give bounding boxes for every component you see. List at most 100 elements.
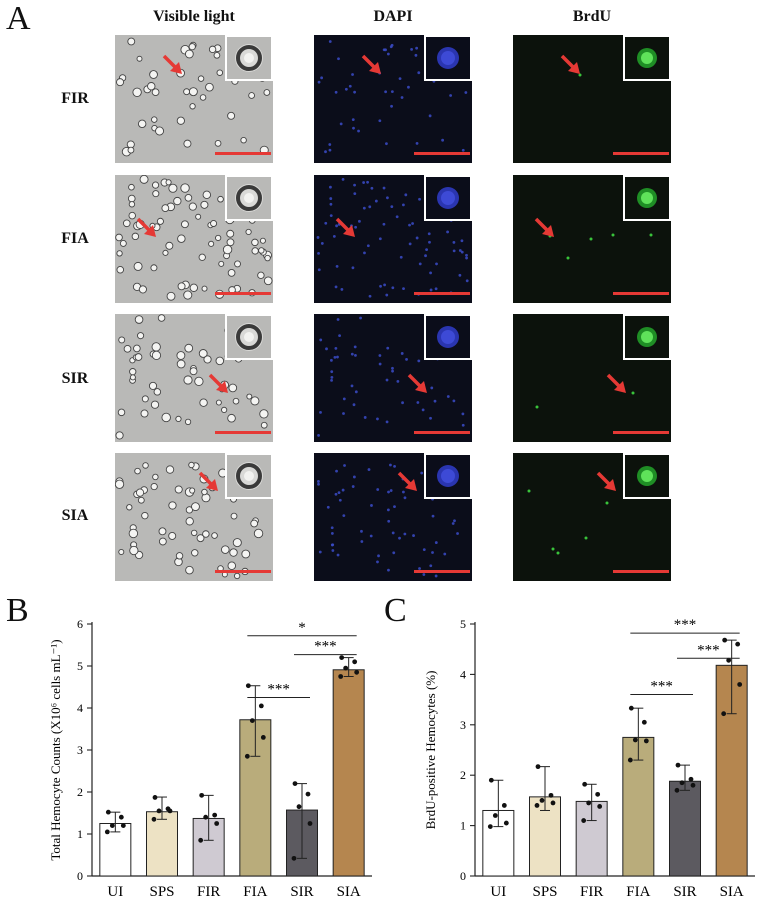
data-point (214, 821, 220, 826)
y-tick-label: 4 (460, 667, 466, 681)
x-tick-label: UI (490, 884, 506, 900)
micrograph-fir-dapi (314, 35, 472, 163)
panel-a-letter: A (6, 0, 31, 37)
data-point (643, 738, 649, 744)
x-tick-label: FIR (197, 884, 220, 900)
data-point (548, 792, 554, 798)
data-point (501, 803, 507, 808)
data-point (167, 808, 173, 814)
inset-magnified-cell (623, 175, 671, 221)
inset-magnified-cell (424, 175, 472, 221)
x-tick-label: SPS (149, 884, 174, 900)
column-header-brdu: BrdU (572, 8, 612, 25)
micrograph-fia-visible-light (115, 175, 273, 303)
data-point (690, 782, 696, 788)
data-point (212, 812, 218, 818)
bar-sps (146, 811, 178, 877)
y-axis-label: Total Hemocyte Counts (X10⁶ cells mL⁻¹) (48, 639, 63, 860)
y-tick-label: 1 (460, 819, 466, 833)
x-tick-label: SIR (673, 884, 696, 900)
data-point (688, 776, 694, 782)
x-tick-label: SIA (337, 884, 361, 900)
data-point (199, 792, 205, 798)
scale-bar (613, 570, 669, 573)
x-tick-label: FIA (243, 884, 267, 900)
micrograph-fir-visible-light (115, 35, 273, 163)
data-point (292, 781, 298, 786)
red-arrow-icon (335, 217, 355, 237)
data-point (109, 823, 115, 828)
data-point (339, 655, 345, 660)
data-point (120, 823, 126, 828)
red-arrow-icon (560, 54, 580, 74)
data-point (582, 781, 588, 787)
data-point (105, 809, 111, 815)
inset-magnified-cell (225, 35, 273, 81)
inset-magnified-cell (225, 175, 273, 221)
data-point (307, 821, 313, 826)
chart-brdu-positive-hemocytes: 0 1 2 3 4 5 BrdU-positive Hemocytes (%) UI SPS FI… (423, 617, 755, 900)
data-point (722, 637, 728, 643)
significance-label: *** (314, 639, 337, 655)
scale-bar (414, 152, 470, 155)
inset-magnified-cell (623, 314, 671, 360)
inset-magnified-cell (225, 314, 273, 360)
data-point (352, 659, 358, 665)
panel-b-letter: B (6, 592, 29, 629)
scale-bar (414, 292, 470, 295)
data-point (488, 777, 494, 783)
data-point (535, 764, 541, 770)
data-point (597, 804, 603, 809)
bar-sia (332, 669, 365, 877)
red-arrow-icon (208, 373, 228, 393)
column-header-visible-light: Visible light (153, 8, 235, 25)
data-point (503, 820, 509, 826)
micrograph-sia-brdu (513, 453, 671, 581)
data-point (534, 803, 540, 808)
significance-label: *** (267, 682, 290, 698)
y-tick-label: 6 (77, 617, 83, 631)
red-arrow-icon (534, 217, 554, 237)
y-tick-label: 0 (77, 869, 83, 883)
x-tick-label: FIA (626, 884, 650, 900)
red-arrow-icon (198, 471, 218, 491)
chart-total-hemocyte-counts: 0 1 2 3 4 5 6 Total Hemocyte Counts (X10⁶ cells… (48, 617, 372, 900)
panel-c-letter: C (384, 592, 407, 629)
scale-bar (215, 431, 271, 434)
column-header-dapi: DAPI (373, 8, 413, 25)
scale-bar (613, 292, 669, 295)
data-point (595, 791, 601, 797)
data-point (156, 808, 162, 814)
micrograph-sir-dapi (314, 314, 472, 442)
red-arrow-icon (596, 471, 616, 491)
data-point (305, 791, 311, 797)
data-point (726, 657, 732, 663)
data-point (492, 813, 498, 818)
data-point (118, 814, 124, 820)
data-point (675, 762, 681, 768)
significance-label: * (298, 620, 306, 636)
y-tick-label: 4 (77, 701, 83, 715)
significance-label: *** (697, 642, 720, 658)
scale-bar (613, 152, 669, 155)
micrograph-sir-visible-light (115, 314, 273, 442)
y-tick-label: 0 (460, 869, 466, 883)
scale-bar (215, 292, 271, 295)
y-axis-label: BrdU-positive Hemocytes (%) (423, 671, 438, 830)
red-arrow-icon (162, 54, 182, 74)
data-point (203, 814, 209, 820)
red-arrow-icon (606, 373, 626, 393)
data-point (152, 795, 158, 800)
inset-magnified-cell (424, 453, 472, 499)
data-point (338, 674, 344, 679)
data-point (151, 816, 157, 822)
row-label-sir: SIR (61, 370, 89, 387)
data-point (550, 800, 556, 806)
row-label-fir: FIR (61, 90, 89, 107)
y-tick-label: 3 (77, 743, 83, 757)
y-tick-label: 2 (77, 785, 83, 799)
data-point (249, 718, 255, 723)
data-point (581, 818, 587, 823)
micrograph-sia-visible-light (115, 453, 273, 581)
data-point (245, 683, 251, 689)
